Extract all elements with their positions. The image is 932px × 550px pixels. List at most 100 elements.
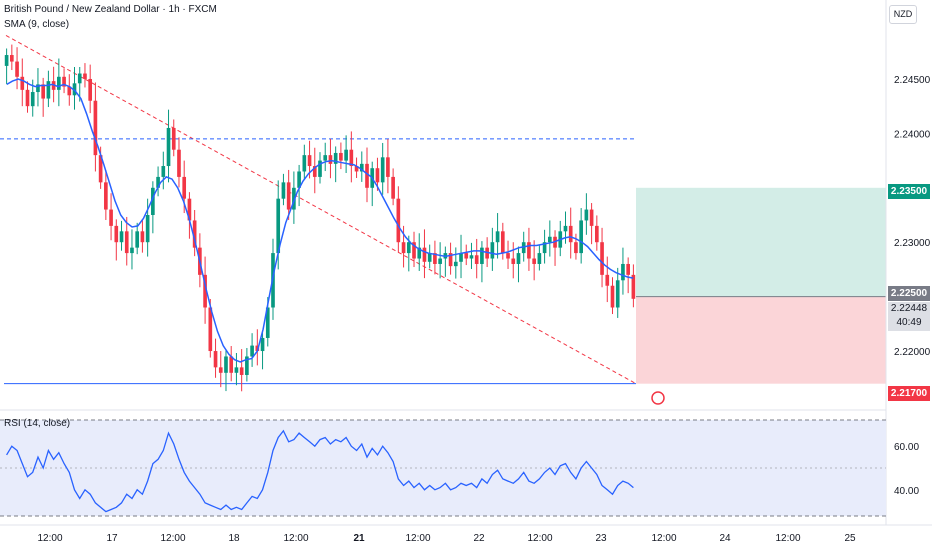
candle-body bbox=[621, 263, 625, 281]
candle-body bbox=[281, 182, 286, 199]
symbol-title[interactable]: British Pound / New Zealand Dollar · 1h … bbox=[4, 4, 217, 15]
sma-line bbox=[6, 78, 634, 363]
time-tick-label: 21 bbox=[353, 533, 365, 544]
candle-body bbox=[161, 166, 166, 177]
stop-zone bbox=[636, 296, 886, 384]
candle-body bbox=[260, 337, 265, 352]
candle-body bbox=[344, 149, 348, 161]
candle-body bbox=[563, 225, 568, 232]
rsi-indicator-label[interactable]: RSI (14, close) bbox=[4, 418, 71, 429]
candle-body bbox=[391, 176, 395, 199]
candle-body bbox=[448, 253, 453, 267]
candle-body bbox=[626, 263, 630, 275]
candle-body bbox=[72, 83, 77, 96]
currency-badge[interactable]: NZD bbox=[889, 5, 917, 24]
candle-body bbox=[245, 356, 249, 375]
time-tick-label: 12:00 bbox=[651, 533, 676, 544]
candle-body bbox=[114, 225, 119, 243]
candle-body bbox=[615, 280, 620, 308]
sma-indicator-label[interactable]: SMA (9, close) bbox=[4, 19, 70, 30]
time-tick-label: 12:00 bbox=[283, 533, 308, 544]
entry-price-tag: 2.22500 bbox=[888, 286, 930, 301]
candle-body bbox=[93, 100, 98, 156]
candle-body bbox=[359, 163, 364, 172]
candle-body bbox=[77, 73, 82, 84]
candle-body bbox=[239, 367, 244, 375]
rsi-tick-label: 40.00 bbox=[894, 486, 919, 497]
time-tick-label: 12:00 bbox=[527, 533, 552, 544]
candle-body bbox=[527, 242, 531, 259]
time-tick-label: 22 bbox=[473, 533, 485, 544]
price-tick-label: 2.24000 bbox=[894, 129, 931, 140]
candle-body bbox=[568, 225, 573, 243]
candle-body bbox=[119, 231, 124, 243]
candle-body bbox=[406, 242, 411, 254]
candle-body bbox=[427, 253, 432, 262]
candle-body bbox=[307, 155, 312, 167]
candle-body bbox=[145, 215, 150, 243]
candle-body bbox=[203, 274, 207, 308]
candle-body bbox=[130, 247, 134, 254]
candle-body bbox=[57, 76, 61, 90]
candle-body bbox=[516, 253, 521, 264]
candle-body bbox=[265, 307, 270, 338]
candle-body bbox=[480, 247, 484, 264]
time-tick-label: 12:00 bbox=[37, 533, 62, 544]
candle-body bbox=[574, 242, 578, 254]
candle-body bbox=[500, 231, 505, 254]
rsi-line bbox=[6, 429, 634, 513]
candle-body bbox=[375, 168, 380, 183]
candle-body bbox=[521, 242, 526, 254]
candle-body bbox=[318, 160, 322, 177]
candle-body bbox=[584, 209, 589, 221]
candle-body bbox=[453, 261, 458, 267]
candle-body bbox=[135, 231, 140, 248]
candle-body bbox=[46, 81, 51, 99]
candle-body bbox=[182, 176, 187, 199]
time-tick-label: 12:00 bbox=[775, 533, 800, 544]
candle-body bbox=[151, 187, 155, 215]
candle-body bbox=[229, 356, 234, 373]
target-price-tag: 2.23500 bbox=[888, 184, 930, 199]
candle-body bbox=[124, 231, 129, 254]
current-price: 2.22448 bbox=[890, 303, 928, 314]
candle-body bbox=[323, 155, 328, 161]
candle-body bbox=[15, 61, 19, 77]
price-tick-label: 2.22000 bbox=[894, 347, 931, 358]
candle-body bbox=[30, 92, 35, 107]
candle-body bbox=[187, 198, 192, 221]
candle-body bbox=[438, 258, 442, 264]
candle-body bbox=[4, 55, 9, 66]
candle-body bbox=[10, 55, 14, 62]
candle-body bbox=[67, 86, 72, 96]
current-price-tag: 2.22448 40:49 bbox=[888, 302, 930, 331]
time-tick-label: 25 bbox=[844, 533, 856, 544]
time-tick-label: 18 bbox=[228, 533, 240, 544]
candle-body bbox=[250, 345, 254, 357]
candle-body bbox=[396, 198, 401, 243]
candle-body bbox=[156, 176, 160, 188]
time-tick-label: 17 bbox=[106, 533, 118, 544]
candle-body bbox=[25, 89, 30, 107]
rsi-band bbox=[0, 420, 886, 516]
candle-body bbox=[302, 155, 307, 172]
candle-body bbox=[600, 242, 604, 275]
candle-body bbox=[610, 285, 615, 308]
candle-body bbox=[474, 255, 479, 264]
candle-body bbox=[333, 152, 338, 164]
price-tick-label: 2.23000 bbox=[894, 238, 931, 249]
candle-body bbox=[276, 198, 281, 254]
candle-body bbox=[506, 253, 510, 259]
candle-body bbox=[532, 258, 536, 264]
candle-body bbox=[292, 187, 296, 210]
candle-body bbox=[224, 356, 228, 373]
candle-body bbox=[631, 274, 636, 299]
candle-body bbox=[88, 78, 93, 101]
candle-body bbox=[495, 231, 500, 243]
candle-body bbox=[286, 182, 291, 210]
candle-body bbox=[192, 220, 197, 248]
candle-body bbox=[328, 155, 333, 164]
candle-body bbox=[589, 209, 594, 226]
